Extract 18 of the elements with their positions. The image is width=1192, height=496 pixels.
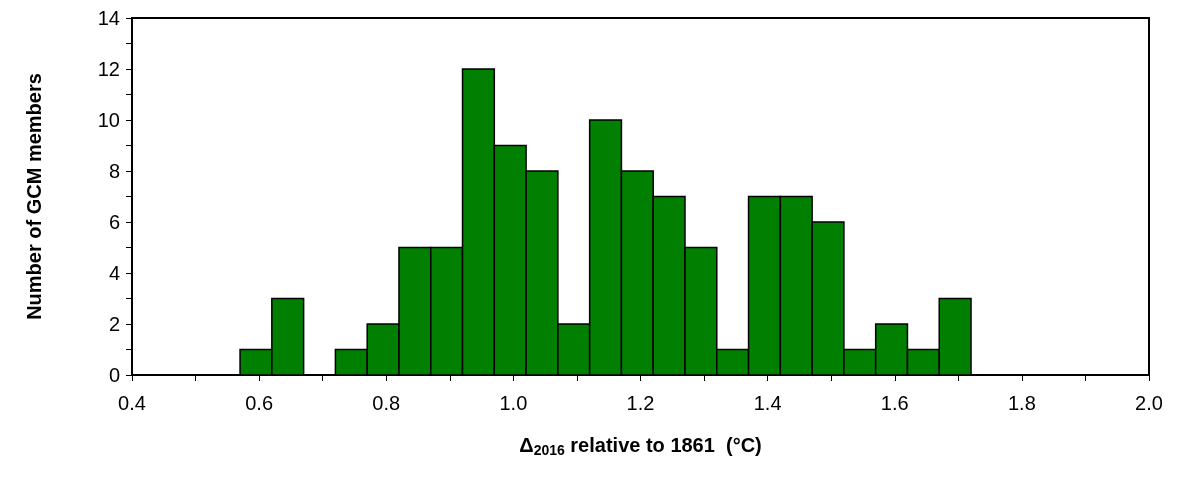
y-tick-label: 12 [97,58,120,80]
x-tick-label: 2.0 [1135,392,1163,414]
y-axis-title: Number of GCM members [23,73,45,320]
x-tick-label: 1.0 [499,392,528,414]
x-tick-label: 1.8 [1007,392,1036,414]
y-tick-label: 10 [97,109,120,131]
x-tick-label: 0.6 [245,392,274,414]
x-tick-label: 1.2 [626,392,655,414]
y-tick-label: 4 [108,262,120,284]
y-tick-label: 6 [108,211,120,233]
y-tick-label: 2 [108,313,120,335]
y-tick-label: 14 [97,7,120,29]
y-tick-label: 0 [108,364,120,386]
x-tick-label: 0.4 [118,392,146,414]
x-tick-label: 1.4 [753,392,782,414]
x-tick-label: 1.6 [880,392,909,414]
y-tick-label: 8 [108,160,120,182]
x-tick-label: 0.8 [372,392,401,414]
